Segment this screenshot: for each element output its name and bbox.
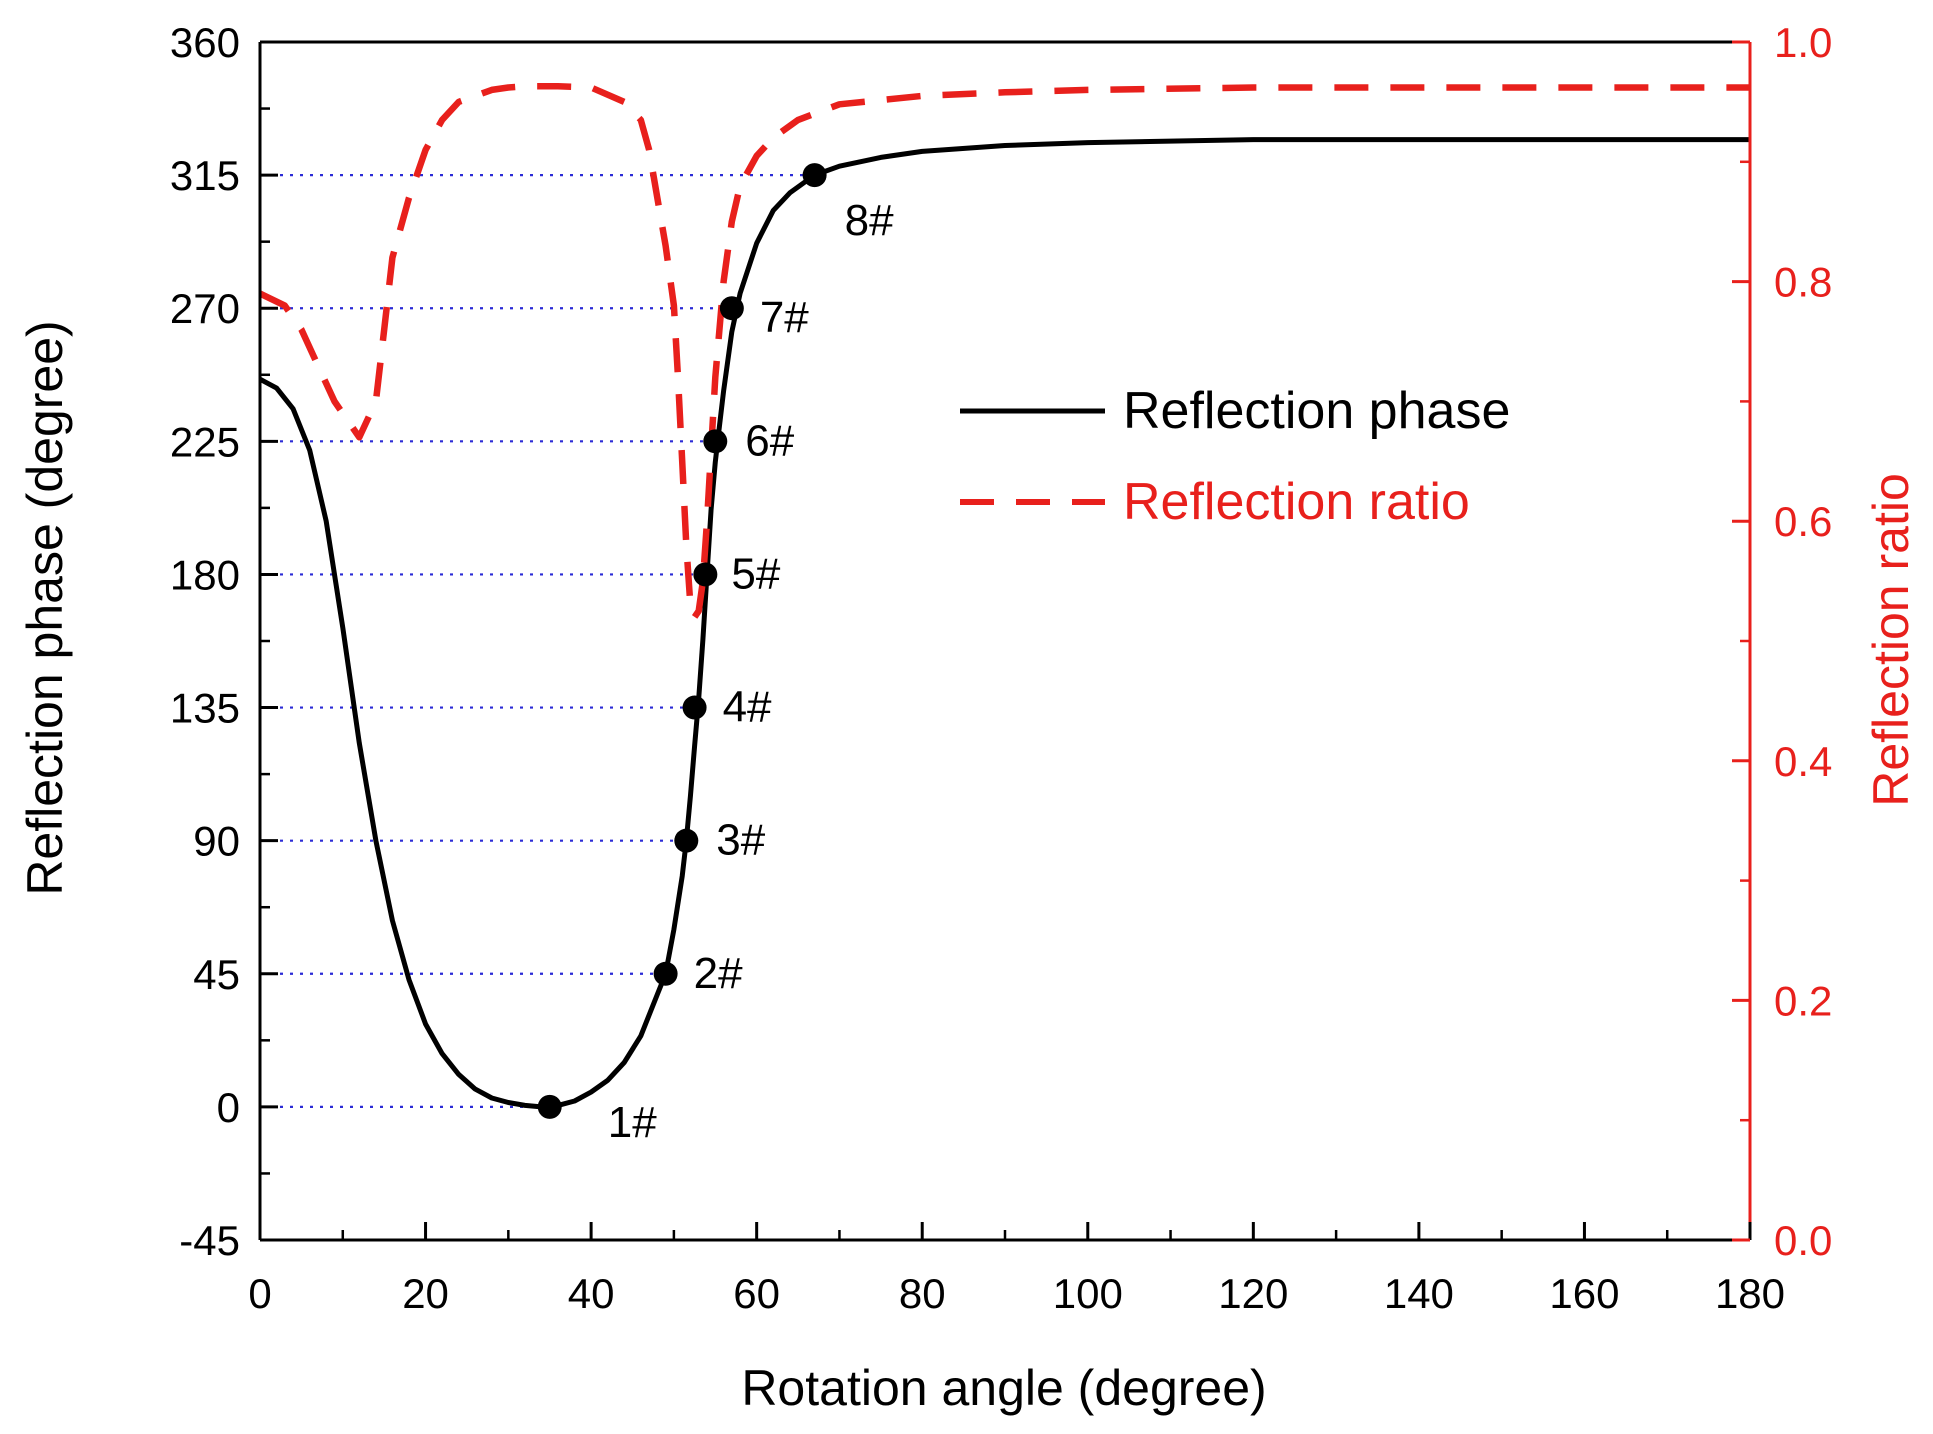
y-left-tick-label: 180 [170,551,240,598]
x-tick-label: 40 [568,1270,615,1317]
y-left-tick-label: 135 [170,685,240,732]
x-tick-label: 160 [1549,1270,1619,1317]
point-label-6: 6# [745,416,794,465]
x-tick-label: 60 [733,1270,780,1317]
y-axis-left-title: Reflection phase (degree) [17,320,73,895]
data-point-4 [682,695,707,720]
point-label-1: 1# [608,1098,657,1147]
x-axis-title: Rotation angle (degree) [741,1360,1266,1416]
legend-label-phase: Reflection phase [1123,382,1510,440]
x-tick-label: 100 [1053,1270,1123,1317]
y-axis-right-title: Reflection ratio [1863,473,1919,807]
legend: Reflection phase Reflection ratio [960,382,1510,531]
y-right-tick-label: 0.6 [1774,498,1832,545]
y-right-tick-label: 0.8 [1774,259,1832,306]
point-label-4: 4# [723,683,772,732]
axes [258,40,1752,1242]
data-point-8 [802,163,827,188]
x-tick-label: 80 [899,1270,946,1317]
x-tick-label: 20 [402,1270,449,1317]
y-left-tick-label: 315 [170,152,240,199]
point-label-7: 7# [760,293,809,342]
y-left-tick-label: 45 [193,951,240,998]
marked-points: 1# 2# 3# 4# 5# 6# 7# 8# [537,163,894,1147]
reference-lines [260,174,815,1108]
y-left-tick-label: 90 [193,818,240,865]
y-left-tick-label: 225 [170,418,240,465]
data-point-1 [537,1094,562,1119]
tick-labels: 0 20 40 60 80 100 120 140 160 180-450459013518022… [170,19,1832,1317]
data-point-2 [653,961,678,986]
legend-label-ratio: Reflection ratio [1123,473,1470,531]
y-right-tick-label: 0.0 [1774,1217,1832,1264]
point-label-3: 3# [716,816,765,865]
data-point-7 [719,296,744,321]
y-right-tick-label: 1.0 [1774,19,1832,66]
y-left-tick-label: 0 [217,1084,240,1131]
data-point-5 [693,562,718,587]
data-point-3 [674,828,699,853]
x-tick-label: 180 [1715,1270,1785,1317]
x-tick-label: 0 [248,1270,271,1317]
x-tick-label: 140 [1384,1270,1454,1317]
series-line-reflection-ratio [258,83,1750,621]
point-label-5: 5# [731,549,780,598]
y-right-tick-label: 0.2 [1774,977,1832,1024]
y-left-tick-label: 270 [170,285,240,332]
point-label-8: 8# [845,196,894,245]
y-left-tick-label: 360 [170,19,240,66]
data-point-6 [703,429,728,454]
y-right-tick-label: 0.4 [1774,738,1832,785]
point-label-2: 2# [694,949,743,998]
y-left-tick-label: -45 [179,1217,240,1264]
x-tick-label: 120 [1218,1270,1288,1317]
